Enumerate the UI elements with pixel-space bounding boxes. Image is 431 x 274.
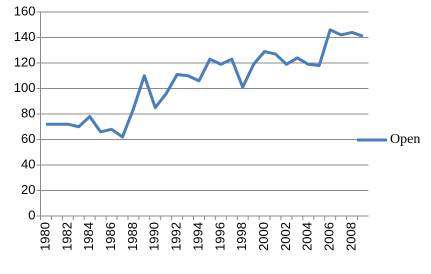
x-tick-label: 1998 <box>234 222 249 251</box>
y-tick-label: 100 <box>14 80 36 95</box>
y-tick-label: 140 <box>14 29 36 44</box>
line-series <box>45 28 364 139</box>
x-tick-label: 2008 <box>343 222 358 251</box>
x-tick-label: 1996 <box>212 222 227 251</box>
x-tick-label: 1994 <box>190 222 205 251</box>
x-tick-label: 2004 <box>300 222 315 251</box>
x-tick-label: 1984 <box>81 222 96 251</box>
x-tick-label: 1982 <box>59 222 74 251</box>
y-tick-label: 60 <box>21 131 35 146</box>
x-tick-label: 2006 <box>322 222 337 251</box>
x-tick-label: 1986 <box>103 222 118 251</box>
y-tick-label: 120 <box>14 54 36 69</box>
y-tick-label: 40 <box>21 156 35 171</box>
x-tick-label: 1980 <box>37 222 52 251</box>
y-tick-label: 160 <box>14 3 36 18</box>
x-tick-label: 1990 <box>147 222 162 251</box>
y-tick-label: 20 <box>21 182 35 197</box>
y-tick-label: 80 <box>21 105 35 120</box>
legend-label: Open <box>390 132 420 147</box>
y-tick-label: 0 <box>28 207 35 222</box>
x-tick-label: 1992 <box>169 222 184 251</box>
x-tick-label: 2000 <box>256 222 271 251</box>
x-tick-label: 2002 <box>278 222 293 251</box>
x-tick-label: 1988 <box>125 222 140 251</box>
